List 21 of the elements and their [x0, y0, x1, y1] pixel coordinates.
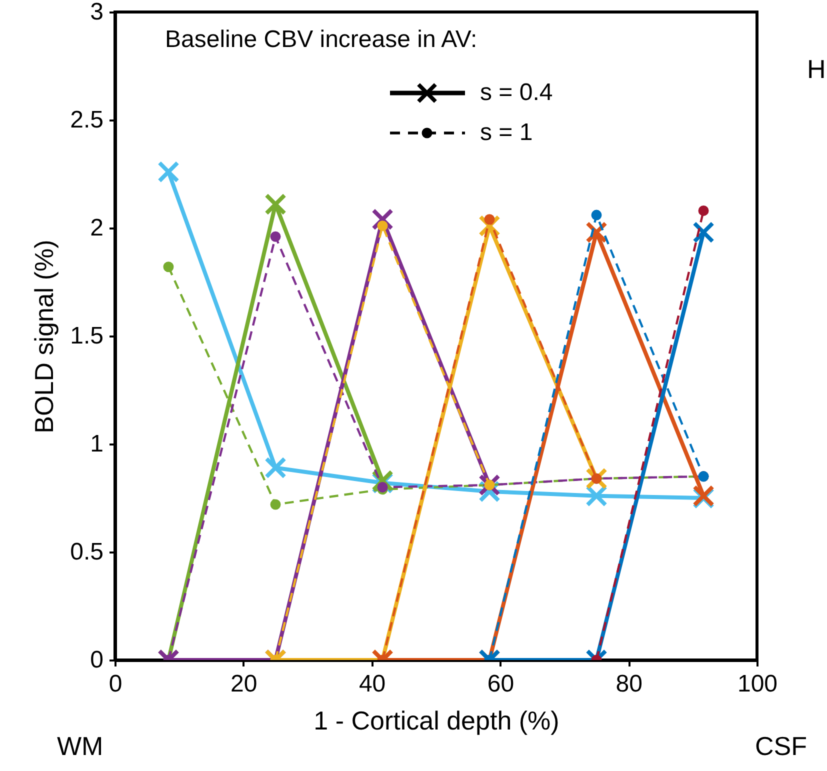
y-tick-label: 1 [90, 430, 104, 458]
y-tick-label: 0.5 [70, 538, 104, 566]
x-tick-label: 40 [358, 670, 386, 698]
y-tick-label: 2 [90, 214, 104, 242]
text: CSF [755, 731, 807, 761]
text: WM [57, 731, 104, 761]
legend-title: Baseline CBV increase in AV: [165, 26, 478, 53]
y-tick-label: 1.5 [70, 322, 104, 350]
x-tick-label: 20 [230, 670, 258, 698]
text: H [807, 54, 826, 84]
x-tick-label: 80 [616, 670, 642, 698]
y-tick-label: 2.5 [70, 106, 104, 134]
legend-label: s = 1 [480, 119, 533, 146]
y-tick-label: 0 [90, 646, 104, 674]
y-axis-title: BOLD signal (%) [29, 240, 60, 434]
x-tick-label: 0 [108, 670, 122, 698]
x-tick-label: 100 [737, 670, 778, 698]
y-tick-label: 3 [90, 0, 104, 26]
legend-label: s = 0.4 [480, 79, 553, 106]
x-tick-label: 60 [487, 670, 514, 698]
x-axis-title: 1 - Cortical depth (%) [314, 706, 560, 736]
